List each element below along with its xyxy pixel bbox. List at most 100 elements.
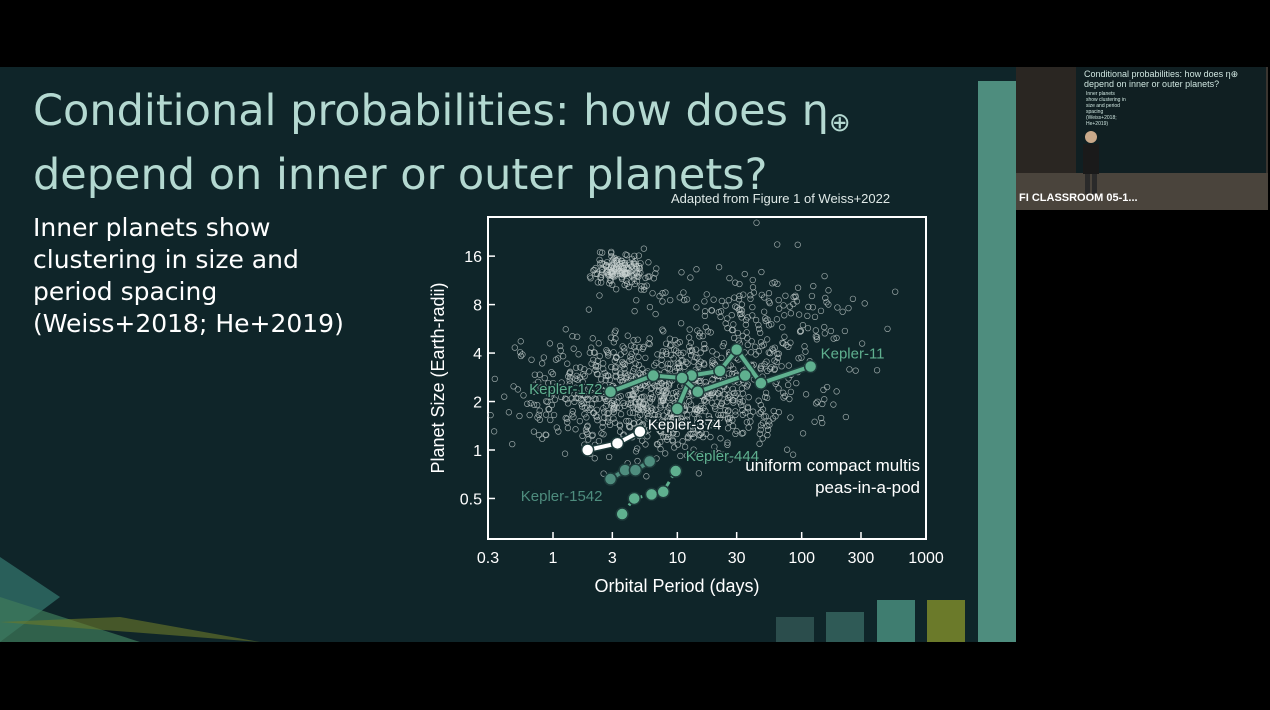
background-point bbox=[719, 342, 726, 350]
background-point bbox=[699, 332, 706, 340]
background-point bbox=[686, 326, 693, 333]
background-point bbox=[748, 338, 755, 345]
background-point bbox=[651, 362, 658, 369]
background-point bbox=[581, 373, 588, 380]
background-point bbox=[810, 282, 817, 290]
background-point bbox=[812, 333, 819, 340]
background-point bbox=[609, 281, 616, 288]
background-point bbox=[785, 381, 792, 389]
background-point bbox=[640, 343, 647, 351]
background-point bbox=[599, 419, 606, 426]
background-point bbox=[610, 339, 617, 346]
background-point bbox=[773, 316, 781, 323]
background-point bbox=[598, 266, 605, 273]
background-point bbox=[610, 349, 617, 356]
background-point bbox=[626, 409, 634, 416]
background-point bbox=[546, 406, 553, 413]
series-point bbox=[603, 472, 618, 486]
background-point bbox=[755, 321, 762, 329]
background-point bbox=[583, 414, 590, 421]
background-point bbox=[505, 409, 513, 416]
x-tick-label: 100 bbox=[788, 550, 815, 567]
background-point bbox=[536, 416, 543, 423]
background-point bbox=[604, 415, 612, 422]
background-point bbox=[586, 349, 593, 356]
background-point bbox=[833, 388, 840, 395]
background-point bbox=[771, 365, 778, 372]
background-point bbox=[517, 352, 525, 360]
title-line1: Conditional probabilities: how does η bbox=[33, 86, 829, 136]
background-point bbox=[813, 333, 821, 341]
background-point bbox=[561, 395, 569, 402]
background-point bbox=[579, 378, 587, 386]
background-point bbox=[621, 345, 628, 352]
background-point bbox=[724, 439, 731, 446]
background-point bbox=[534, 414, 541, 421]
background-point bbox=[557, 342, 564, 350]
background-point bbox=[701, 298, 708, 305]
background-point bbox=[663, 389, 670, 396]
background-point bbox=[600, 470, 607, 477]
background-point bbox=[526, 411, 533, 419]
background-point bbox=[648, 384, 656, 392]
background-point bbox=[672, 425, 679, 433]
background-point bbox=[720, 411, 727, 419]
background-point bbox=[555, 428, 562, 435]
background-point bbox=[562, 414, 569, 422]
background-point bbox=[640, 393, 648, 400]
background-point bbox=[551, 396, 559, 403]
background-point bbox=[684, 412, 691, 419]
background-point bbox=[613, 264, 621, 271]
background-point bbox=[564, 400, 572, 407]
background-point bbox=[649, 406, 656, 413]
background-point bbox=[804, 312, 811, 320]
background-point bbox=[657, 404, 664, 411]
background-point bbox=[637, 385, 645, 392]
background-point bbox=[695, 470, 703, 477]
background-point bbox=[732, 408, 739, 415]
background-point bbox=[774, 241, 781, 248]
background-point bbox=[695, 378, 702, 385]
background-point bbox=[563, 415, 571, 422]
background-point bbox=[509, 441, 516, 448]
background-point bbox=[724, 416, 732, 423]
background-point bbox=[729, 396, 736, 404]
background-point bbox=[653, 265, 660, 272]
background-point bbox=[669, 436, 676, 444]
background-point bbox=[711, 360, 718, 367]
series-point bbox=[670, 402, 685, 416]
background-point bbox=[716, 394, 723, 401]
background-point bbox=[790, 293, 797, 301]
background-point bbox=[628, 263, 635, 270]
background-point bbox=[644, 410, 651, 417]
background-point bbox=[660, 328, 667, 335]
background-point bbox=[621, 281, 628, 289]
background-point bbox=[635, 361, 643, 369]
background-point bbox=[617, 263, 625, 270]
background-point bbox=[530, 428, 538, 435]
background-point bbox=[830, 401, 837, 408]
background-point bbox=[743, 419, 751, 426]
background-point bbox=[656, 427, 663, 434]
background-point bbox=[642, 441, 649, 448]
background-point bbox=[636, 398, 643, 405]
background-point bbox=[684, 360, 691, 367]
background-point bbox=[762, 413, 769, 420]
camera-thumbnail[interactable]: Conditional probabilities: how does η⊕ d… bbox=[1016, 67, 1268, 210]
background-point bbox=[823, 383, 831, 391]
background-point bbox=[529, 388, 537, 396]
background-point bbox=[541, 374, 548, 382]
background-point bbox=[562, 326, 569, 333]
background-point bbox=[725, 418, 733, 426]
background-point bbox=[693, 304, 700, 311]
background-point bbox=[702, 323, 709, 331]
background-point bbox=[638, 394, 645, 401]
background-point bbox=[762, 317, 769, 325]
background-point bbox=[771, 279, 778, 286]
background-point bbox=[630, 420, 637, 427]
background-point bbox=[839, 308, 846, 315]
background-point bbox=[733, 304, 741, 311]
background-point bbox=[783, 341, 790, 349]
background-point bbox=[819, 419, 826, 427]
x-tick-label: 3 bbox=[608, 550, 617, 567]
